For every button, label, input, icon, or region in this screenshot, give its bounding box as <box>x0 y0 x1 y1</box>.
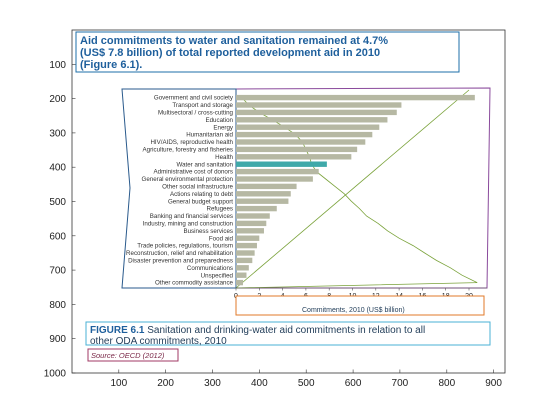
bar-1 <box>236 102 402 108</box>
bar-21 <box>236 250 255 256</box>
bar-23 <box>236 265 249 271</box>
bar-5 <box>236 131 373 138</box>
outer-x-tick-label-2: 300 <box>204 378 221 389</box>
bar-10 <box>236 168 319 175</box>
outer-y-tick-label-8: 900 <box>49 334 66 345</box>
headline-line-1: Aid commitments to water and sanitation … <box>80 35 388 47</box>
outer-y-tick-label-9: 1000 <box>44 369 67 380</box>
category-label-4: Energy <box>213 124 234 131</box>
outer-y-axis: 100 200 300 400 500 600 700 800 900 1000 <box>44 60 76 380</box>
outer-y-tick-label-5: 600 <box>49 231 66 242</box>
outer-x-tick-label-6: 700 <box>392 378 409 389</box>
outer-x-tick-label-0: 100 <box>110 378 127 389</box>
outer-x-tick-label-4: 500 <box>298 378 315 389</box>
bars-group <box>236 94 475 286</box>
category-label-23: Communications <box>187 265 233 272</box>
category-label-7: Agriculture, forestry and fisheries <box>143 147 233 154</box>
category-label-24: Unspecified <box>201 272 234 279</box>
category-label-17: Industry, mining and construction <box>143 221 234 228</box>
outer-y-tick-label-3: 400 <box>49 163 66 174</box>
bar-22 <box>236 257 253 264</box>
caption-figure-label: FIGURE 6.1 <box>90 325 145 336</box>
category-label-box <box>121 88 237 289</box>
headline-box <box>75 31 460 73</box>
x-axis-label: Commitments, 2010 (US$ billion) <box>302 307 405 314</box>
outer-x-tick-label-8: 900 <box>485 378 502 389</box>
category-label-8: Health <box>215 154 233 161</box>
bar-20 <box>236 242 257 249</box>
bar-11 <box>236 176 313 182</box>
outer-y-tick-label-4: 500 <box>49 197 66 208</box>
category-label-3: Education <box>205 117 233 124</box>
category-label-15: Refugees <box>207 206 234 213</box>
bar-0 <box>236 94 475 101</box>
category-label-20: Trade policies, regulations, tourism <box>137 243 233 250</box>
bar-14 <box>236 198 289 204</box>
diagonal-line <box>235 89 470 289</box>
caption-line-1-text: Sanitation and drinking-water aid commit… <box>144 325 425 336</box>
category-label-9: Water and sanitation <box>176 161 233 168</box>
outer-y-tick-label-6: 700 <box>49 266 66 277</box>
category-label-12: Other social infrastructure <box>162 184 233 191</box>
bar-4 <box>236 124 380 130</box>
bar-7 <box>236 146 358 153</box>
bar-12 <box>236 183 297 190</box>
outer-y-tick-label-1: 200 <box>49 94 66 105</box>
category-label-10: Administrative cost of donors <box>154 169 233 176</box>
outer-x-tick-label-7: 800 <box>438 378 455 389</box>
bar-15 <box>236 205 277 212</box>
bar-19 <box>236 235 260 241</box>
category-label-18: Business services <box>183 228 233 235</box>
category-label-0: Government and civil society <box>154 95 234 102</box>
category-label-14: General budget support <box>168 198 233 205</box>
bar-17 <box>236 220 267 227</box>
bar-9 <box>236 161 327 167</box>
bar-13 <box>236 191 291 197</box>
outer-x-axis: 100 200 300 400 500 600 700 800 900 <box>110 369 502 389</box>
outer-y-tick-label-2: 300 <box>49 128 66 139</box>
category-label-25: Other commodity assistance <box>155 280 234 287</box>
category-label-22: Disaster prevention and preparedness <box>128 258 233 265</box>
outer-y-tick-label-7: 800 <box>49 300 66 311</box>
bar-3 <box>236 117 388 123</box>
bar-25 <box>236 279 243 286</box>
source-text: Source: OECD (2012) <box>91 351 165 360</box>
bar-6 <box>236 139 366 145</box>
category-label-13: Actions relating to debt <box>170 191 233 198</box>
bar-8 <box>236 154 352 160</box>
headline-line-2: (US$ 7.8 billion) of total reported deve… <box>80 47 380 59</box>
outer-x-tick-label-1: 200 <box>157 378 174 389</box>
headline-line-3: (Figure 6.1). <box>80 59 142 71</box>
category-label-11: General environmental protection <box>142 176 234 183</box>
category-label-19: Food aid <box>209 235 234 242</box>
bar-18 <box>236 228 264 234</box>
caption-line-1: FIGURE 6.1 Sanitation and drinking-water… <box>90 325 425 336</box>
caption-box <box>85 321 491 346</box>
outer-y-tick-label-0: 100 <box>49 60 66 71</box>
bar-2 <box>236 109 397 116</box>
source-box <box>87 348 179 362</box>
outer-x-tick-label-5: 600 <box>345 378 362 389</box>
bar-24 <box>236 272 247 278</box>
outer-x-tick-label-3: 400 <box>251 378 268 389</box>
bar-16 <box>236 213 270 219</box>
category-label-5: Humanitarian aid <box>186 132 233 139</box>
outer-axes-box <box>71 29 506 374</box>
category-label-16: Banking and financial services <box>150 213 233 220</box>
category-label-2: Multisectoral / cross-cutting <box>158 110 234 117</box>
x-axis-label-box <box>235 295 485 316</box>
category-label-1: Transport and storage <box>172 102 233 109</box>
category-label-21: Reconstruction, relief and rehabilitatio… <box>126 250 234 257</box>
category-label-6: HIV/AIDS, reproductive health <box>150 139 233 146</box>
caption-line-2: other ODA commitments, 2010 <box>90 336 227 347</box>
